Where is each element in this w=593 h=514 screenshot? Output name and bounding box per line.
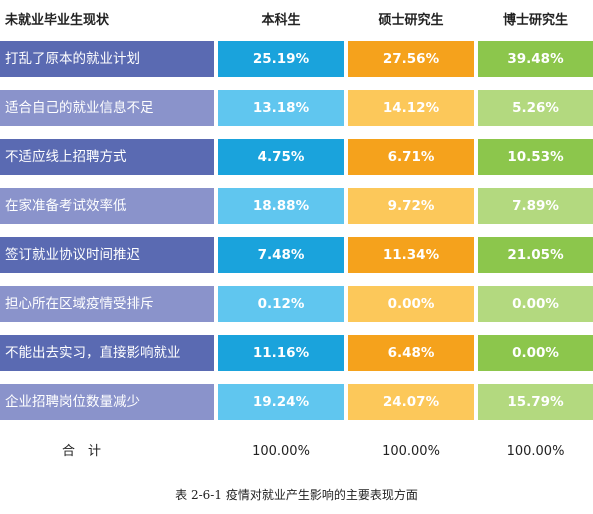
undergraduate-cell: 0.12% [218, 286, 344, 322]
header-row-label: 未就业毕业生现状 [5, 13, 110, 28]
doctoral-cell: 15.79% [478, 384, 593, 420]
undergraduate-cell: 18.88% [218, 188, 344, 224]
master-cell: 0.00% [348, 286, 474, 322]
master-cell: 11.34% [348, 237, 474, 273]
master-cell: 9.72% [348, 188, 474, 224]
master-cell: 6.71% [348, 139, 474, 175]
total-undergraduate: 100.00% [252, 444, 310, 459]
row-label: 企业招聘岗位数量减少 [0, 384, 214, 420]
undergraduate-cell: 25.19% [218, 41, 344, 77]
master-cell: 27.56% [348, 41, 474, 77]
header-col-doctoral: 博士研究生 [502, 13, 568, 28]
undergraduate-cell: 7.48% [218, 237, 344, 273]
table-row: 签订就业协议时间推迟 7.48% 11.34% 21.05% [0, 237, 593, 273]
doctoral-cell: 21.05% [478, 237, 593, 273]
doctoral-cell: 39.48% [478, 41, 593, 77]
row-label: 打乱了原本的就业计划 [0, 41, 214, 77]
doctoral-cell: 5.26% [478, 90, 593, 126]
table-row: 适合自己的就业信息不足 13.18% 14.12% 5.26% [0, 90, 593, 126]
row-label: 担心所在区域疫情受排斥 [0, 286, 214, 322]
undergraduate-cell: 13.18% [218, 90, 344, 126]
row-label: 在家准备考试效率低 [0, 188, 214, 224]
table-row: 企业招聘岗位数量减少 19.24% 24.07% 15.79% [0, 384, 593, 420]
table-row: 不能出去实习，直接影响就业 11.16% 6.48% 0.00% [0, 335, 593, 371]
table-row: 不适应线上招聘方式 4.75% 6.71% 10.53% [0, 139, 593, 175]
table-caption: 表 2-6-1 疫情对就业产生影响的主要表现方面 [175, 488, 418, 502]
row-label: 适合自己的就业信息不足 [0, 90, 214, 126]
table-row: 打乱了原本的就业计划 25.19% 27.56% 39.48% [0, 41, 593, 77]
header-col-master: 硕士研究生 [378, 13, 444, 28]
undergraduate-cell: 19.24% [218, 384, 344, 420]
undergraduate-cell: 11.16% [218, 335, 344, 371]
total-doctoral: 100.00% [506, 444, 565, 459]
row-label: 不能出去实习，直接影响就业 [0, 335, 214, 371]
master-cell: 6.48% [348, 335, 474, 371]
header-col-undergraduate: 本科生 [261, 13, 301, 28]
doctoral-cell: 0.00% [478, 286, 593, 322]
total-master: 100.00% [382, 444, 440, 459]
table-row: 担心所在区域疫情受排斥 0.12% 0.00% 0.00% [0, 286, 593, 322]
doctoral-cell: 0.00% [478, 335, 593, 371]
doctoral-cell: 10.53% [478, 139, 593, 175]
row-label: 签订就业协议时间推迟 [0, 237, 214, 273]
row-label: 不适应线上招聘方式 [0, 139, 214, 175]
undergraduate-cell: 4.75% [218, 139, 344, 175]
master-cell: 14.12% [348, 90, 474, 126]
doctoral-cell: 7.89% [478, 188, 593, 224]
master-cell: 24.07% [348, 384, 474, 420]
total-label: 合 计 [62, 444, 102, 459]
table-row: 在家准备考试效率低 18.88% 9.72% 7.89% [0, 188, 593, 224]
